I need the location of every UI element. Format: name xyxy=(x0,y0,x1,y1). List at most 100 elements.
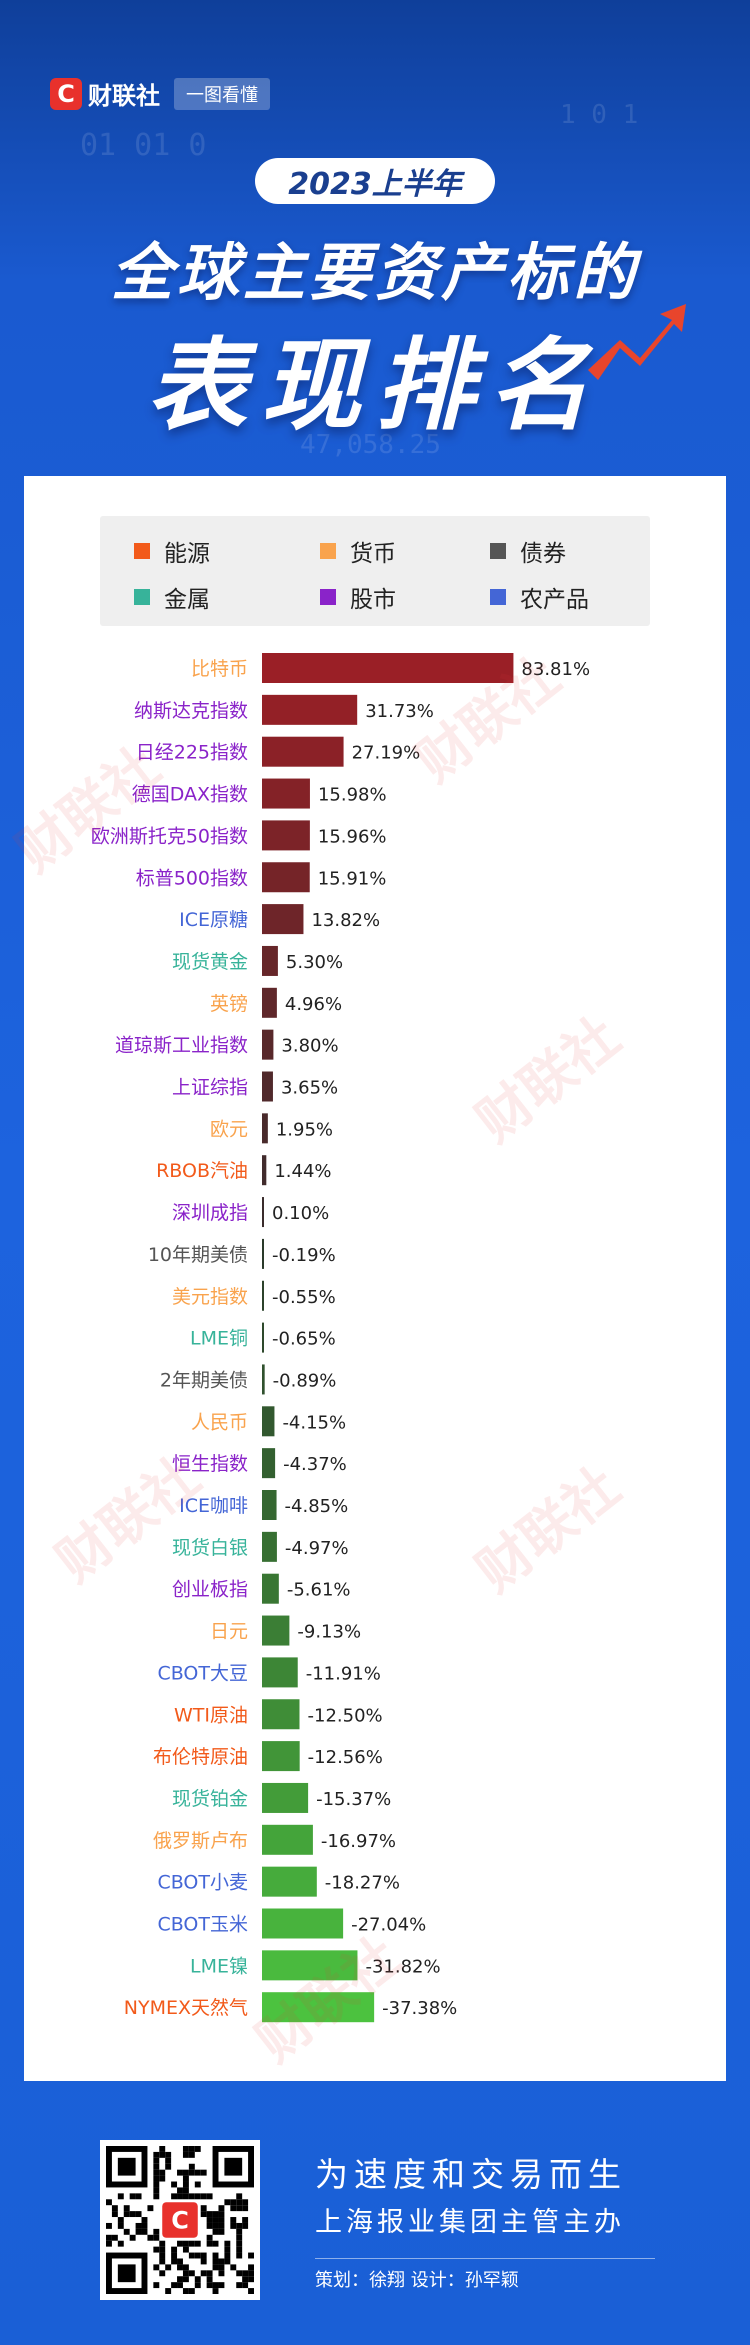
value-label: 31.73% xyxy=(365,701,434,722)
value-label: -27.04% xyxy=(351,1915,426,1936)
footer-credit: 策划：徐翔 设计：孙罕颖 xyxy=(315,2270,519,2291)
footer: C 为速度和交易而生 上海报业集团主管主办 策划：徐翔 设计：孙罕颖 xyxy=(0,2120,750,2345)
category-label: 比特币 xyxy=(191,658,248,680)
category-label: CBOT玉米 xyxy=(157,1914,248,1936)
legend-label: 农产品 xyxy=(520,587,589,613)
category-label: 上证综指 xyxy=(172,1077,248,1099)
value-label: 4.96% xyxy=(285,994,342,1015)
bar xyxy=(262,1364,265,1395)
bar xyxy=(262,862,310,893)
category-label: 日经225指数 xyxy=(136,742,248,764)
bar xyxy=(262,1071,273,1102)
bar xyxy=(262,945,278,976)
value-label: -12.56% xyxy=(308,1747,383,1768)
value-label: 0.10% xyxy=(272,1203,329,1224)
bar xyxy=(262,1531,277,1562)
bar xyxy=(262,1490,277,1520)
category-label: 俄罗斯卢布 xyxy=(153,1830,248,1852)
category-label: 现货铂金 xyxy=(172,1788,248,1810)
value-label: -0.89% xyxy=(273,1370,337,1391)
background-digits: 01 01 0 xyxy=(80,128,207,163)
value-label: 1.95% xyxy=(276,1119,333,1140)
page-title-line1: 全球主要资产标的 xyxy=(110,236,639,309)
value-label: -0.55% xyxy=(272,1287,336,1308)
bar xyxy=(262,987,277,1018)
bar xyxy=(262,653,514,683)
value-label: 3.80% xyxy=(281,1036,338,1057)
brand-logo-icon: C xyxy=(50,77,82,110)
category-label: 10年期美债 xyxy=(148,1244,248,1266)
bar xyxy=(262,1992,375,2023)
qr-logo-letter: C xyxy=(171,2206,189,2234)
bar xyxy=(262,778,310,809)
category-label: LME镍 xyxy=(190,1955,248,1977)
value-label: 3.65% xyxy=(281,1078,338,1099)
legend-item: 能源 xyxy=(134,534,210,568)
legend-item: 股市 xyxy=(320,580,396,614)
legend-item: 货币 xyxy=(320,534,396,568)
category-label: 布伦特原油 xyxy=(153,1746,248,1768)
value-label: -37.38% xyxy=(382,1998,457,2019)
bar xyxy=(262,736,344,767)
bar xyxy=(262,1573,279,1604)
bar xyxy=(262,1657,298,1688)
footer-org: 上海报业集团主管主办 xyxy=(315,2207,625,2238)
value-label: 15.96% xyxy=(318,826,387,847)
value-label: -5.61% xyxy=(287,1580,351,1601)
brand: C 财联社 一图看懂 xyxy=(50,76,270,111)
footer-slogan: 为速度和交易而生 xyxy=(315,2155,627,2194)
bar xyxy=(262,1155,267,1186)
bar xyxy=(262,1824,313,1855)
value-label: 5.30% xyxy=(286,952,343,973)
category-label: 现货白银 xyxy=(172,1537,248,1559)
background-digits: 47,058.25 xyxy=(300,430,441,460)
value-label: -4.97% xyxy=(285,1538,349,1559)
value-label: -16.97% xyxy=(321,1831,396,1852)
value-label: 15.98% xyxy=(318,785,387,806)
bar xyxy=(262,1950,358,1981)
category-label: NYMEX天然气 xyxy=(124,1997,248,2019)
footer-divider xyxy=(315,2258,655,2259)
legend-item: 农产品 xyxy=(490,580,589,614)
bar xyxy=(262,1280,264,1311)
legend-swatch xyxy=(134,589,150,605)
bar xyxy=(262,1782,309,1813)
category-label: ICE原糖 xyxy=(179,909,248,931)
bar xyxy=(262,1699,300,1730)
bar xyxy=(262,1908,344,1939)
legend-swatch xyxy=(134,543,150,559)
category-label: 深圳成指 xyxy=(172,1202,248,1224)
value-label: 15.91% xyxy=(318,868,387,889)
category-label: 美元指数 xyxy=(172,1286,248,1308)
bar xyxy=(262,1113,268,1144)
chart-card: 能源 货币 债券 金属 股市 农产品 比特币 83.81% 纳斯达克指数 31.73%… xyxy=(5,476,726,2081)
legend: 能源 货币 债券 金属 股市 农产品 xyxy=(100,516,650,626)
category-label: WTI原油 xyxy=(174,1704,248,1726)
bar-chart: 比特币 83.81% 纳斯达克指数 31.73% 日经225指数 27.19% 德国DAX指… xyxy=(91,653,590,2023)
category-label: 道琼斯工业指数 xyxy=(115,1035,248,1057)
bar xyxy=(262,1866,317,1897)
legend-swatch xyxy=(320,543,336,559)
value-label: -4.37% xyxy=(283,1454,347,1475)
category-label: CBOT大豆 xyxy=(157,1662,248,1684)
category-label: CBOT小麦 xyxy=(157,1872,248,1894)
category-label: ICE咖啡 xyxy=(179,1495,248,1517)
value-label: -18.27% xyxy=(325,1873,400,1894)
page-title-line2: 表现排名 xyxy=(147,327,603,444)
bar xyxy=(262,904,304,935)
bar xyxy=(262,1741,300,1772)
period-pill: 2023上半年 xyxy=(255,158,495,204)
legend-item: 债券 xyxy=(490,534,566,568)
category-label: 欧洲斯托克50指数 xyxy=(91,825,248,847)
category-label: 2年期美债 xyxy=(160,1369,248,1391)
legend-label: 股市 xyxy=(350,587,396,613)
bar xyxy=(262,1322,264,1353)
bar xyxy=(262,1197,264,1228)
category-label: 纳斯达克指数 xyxy=(134,700,248,722)
bar xyxy=(262,1029,274,1060)
rising-arrow-icon xyxy=(588,304,686,380)
qr-code: C xyxy=(100,2140,260,2300)
background-digits: 1 0 1 xyxy=(560,100,639,130)
value-label: -11.91% xyxy=(306,1663,381,1684)
category-label: LME铜 xyxy=(190,1328,248,1350)
